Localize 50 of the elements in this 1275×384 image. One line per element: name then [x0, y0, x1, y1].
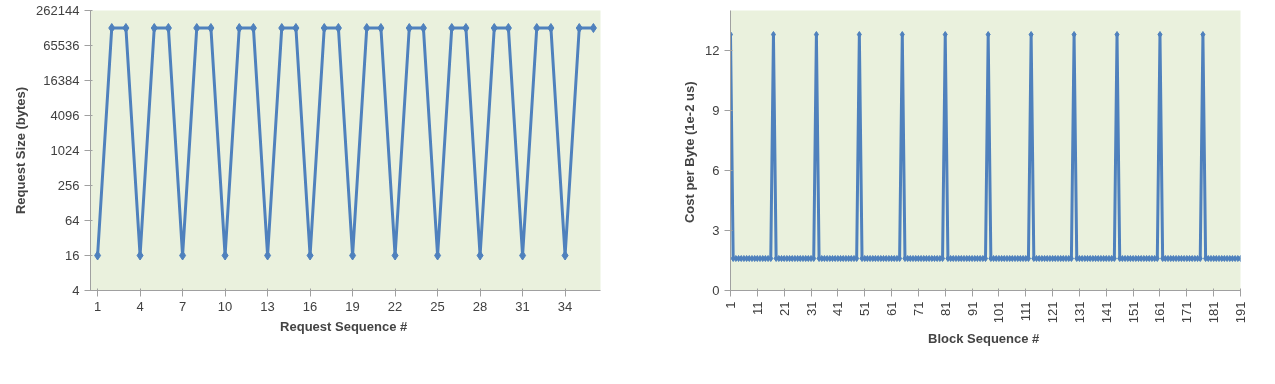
x-tick-label: 141: [1098, 301, 1114, 324]
y-tick-label: 16: [65, 248, 80, 263]
x-tick-label: 25: [430, 298, 445, 314]
y-tick-label: 6: [712, 163, 720, 178]
x-tick-label: 91: [964, 301, 980, 316]
y-tick-label: 256: [57, 178, 80, 193]
x-tick-label: 31: [803, 301, 819, 316]
x-tick-label: 1: [723, 301, 738, 309]
y-axis-title: Cost per Byte (1e-2 us): [682, 81, 698, 224]
x-tick-label: 4: [136, 298, 144, 314]
x-tick-label: 21: [776, 301, 792, 316]
x-tick-label: 16: [302, 298, 318, 314]
x-tick-label: 161: [1152, 301, 1168, 324]
y-tick-label: 0: [712, 283, 720, 298]
y-tick-label: 16384: [43, 73, 80, 88]
x-tick-label: 10: [217, 298, 233, 314]
y-tick-label: 1024: [50, 143, 80, 158]
x-tick-label: 11: [749, 301, 765, 315]
x-tick-label: 81: [937, 301, 953, 316]
x-tick-label: 22: [387, 298, 403, 314]
x-tick-label: 31: [515, 298, 530, 314]
x-tick-label: 34: [557, 298, 573, 314]
x-axis-title: Block Sequence #: [928, 331, 1041, 347]
x-tick-label: 171: [1179, 301, 1195, 324]
y-tick-label: 9: [712, 103, 720, 118]
y-tick-label: 65536: [43, 38, 80, 53]
x-tick-label: 41: [830, 301, 846, 316]
y-tick-label: 12: [705, 43, 720, 58]
x-tick-label: 19: [345, 298, 360, 314]
x-tick-label: 13: [260, 298, 275, 314]
x-tick-label: 191: [1233, 301, 1248, 324]
y-tick-label: 64: [65, 213, 80, 228]
y-tick-label: 3: [712, 223, 720, 238]
x-tick-label: 111: [1018, 301, 1034, 322]
x-tick-label: 121: [1045, 301, 1061, 324]
y-tick-label: 4: [72, 283, 80, 298]
x-tick-label: 131: [1071, 301, 1087, 324]
x-axis-title: Request Sequence #: [280, 318, 409, 334]
y-tick-label: 262144: [36, 3, 80, 18]
x-tick-label: 61: [884, 301, 900, 316]
x-tick-label: 1: [93, 298, 102, 314]
x-tick-label: 151: [1125, 301, 1141, 324]
x-tick-label: 51: [857, 301, 873, 316]
y-tick-label: 4096: [50, 108, 80, 123]
x-tick-label: 7: [178, 298, 187, 314]
x-tick-label: 28: [472, 298, 488, 314]
y-axis-title: Request Size (bytes): [13, 86, 29, 215]
x-tick-label: 71: [910, 301, 926, 316]
x-tick-label: 181: [1206, 301, 1222, 324]
x-tick-label: 101: [991, 301, 1007, 324]
